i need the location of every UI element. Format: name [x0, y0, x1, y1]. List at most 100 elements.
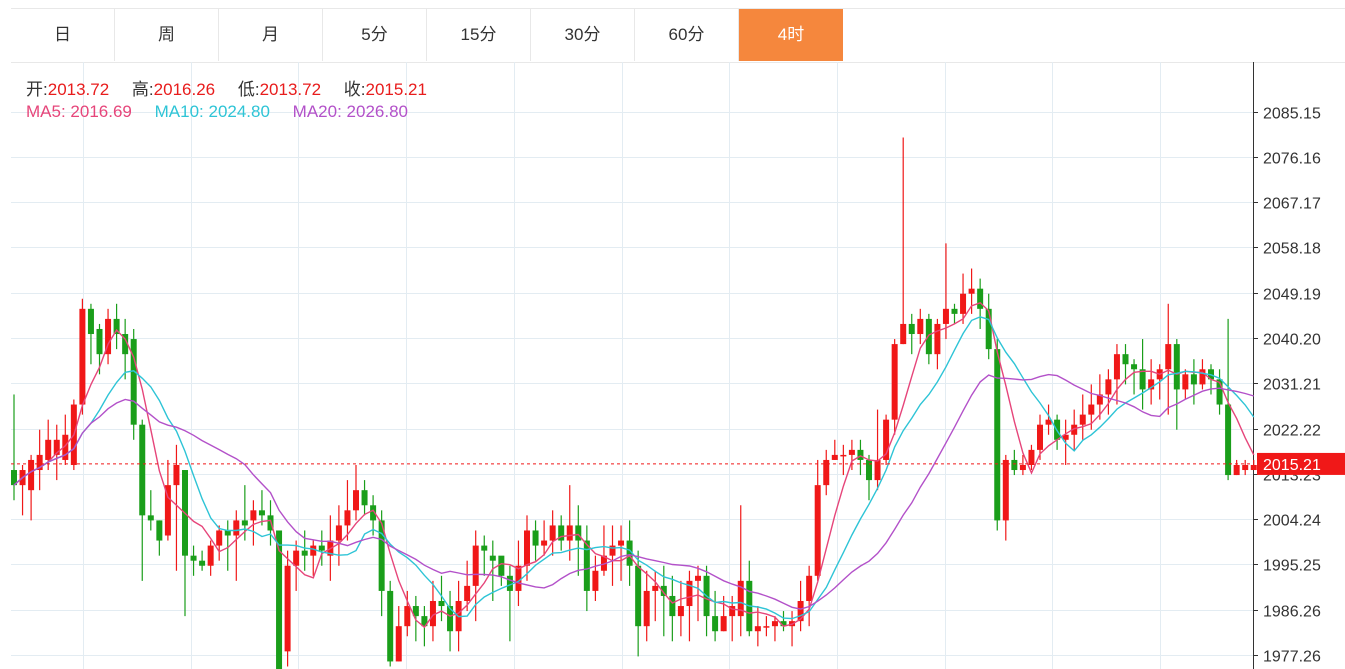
candle-up	[1096, 394, 1103, 405]
candle-up	[720, 616, 727, 632]
candle-up	[344, 510, 351, 526]
candle-down	[977, 288, 984, 309]
candle-up	[891, 344, 898, 420]
candle-up	[28, 459, 35, 491]
tab-week[interactable]: 周	[115, 9, 219, 61]
candle-up	[1045, 419, 1052, 425]
candle-down	[532, 530, 539, 546]
tab-day[interactable]: 日	[11, 9, 115, 61]
candle-up	[524, 530, 530, 566]
ma20-readout: MA20: 2026.80	[293, 102, 408, 121]
candle-up	[592, 570, 599, 591]
ma5-readout: MA5: 2016.69	[26, 102, 132, 121]
candle-down	[1011, 459, 1018, 471]
candle-up	[250, 510, 257, 521]
candle-up	[1199, 369, 1206, 385]
tab-4hour[interactable]: 4时	[739, 9, 843, 61]
candle-down	[224, 530, 231, 536]
candle-down	[447, 606, 454, 632]
candle-up	[1028, 449, 1035, 465]
candle-up	[831, 454, 838, 460]
candle-up	[472, 545, 479, 586]
candle-up	[293, 550, 300, 566]
candle-up	[968, 288, 975, 294]
candle-down	[1122, 354, 1129, 365]
candle-down	[387, 590, 394, 662]
ma-readout: MA5: 2016.69 MA10: 2024.80 MA20: 2026.80	[26, 102, 408, 122]
tab-30min[interactable]: 30分	[531, 9, 635, 61]
candle-down	[908, 323, 915, 335]
y-tick-label: 2031.21	[1263, 377, 1321, 394]
current-price-label: 2015.21	[1263, 457, 1321, 474]
candle-up	[541, 540, 548, 546]
candle-up	[1182, 374, 1189, 390]
y-tick-label: 1977.26	[1263, 649, 1321, 666]
y-tick-label: 1986.26	[1263, 604, 1321, 621]
candle-up	[566, 525, 573, 541]
candle-up	[105, 318, 112, 355]
low-value: 2013.72	[259, 80, 322, 99]
candle-up	[173, 464, 180, 486]
candle-up	[1250, 464, 1257, 471]
candle-down	[318, 545, 325, 551]
candle-up	[1242, 464, 1249, 471]
candle-down	[438, 600, 445, 607]
candle-down	[361, 490, 368, 506]
candle-up	[900, 323, 907, 345]
candle-down	[498, 555, 505, 576]
tab-5min[interactable]: 5分	[323, 9, 427, 61]
candle-up	[284, 565, 291, 652]
candle-down	[378, 520, 385, 591]
candle-down	[506, 575, 513, 591]
candle-up	[797, 600, 804, 622]
candle-up	[840, 454, 847, 457]
candle-up	[36, 454, 43, 471]
close-value: 2015.21	[365, 80, 427, 99]
candle-down	[1173, 344, 1180, 390]
candle-down	[1139, 369, 1146, 390]
candle-down	[669, 595, 676, 617]
candle-up	[464, 585, 471, 601]
current-price-tag	[1257, 452, 1345, 475]
candle-up	[353, 490, 359, 511]
candle-up	[942, 308, 949, 324]
candle-down	[122, 334, 129, 355]
candle-up	[310, 545, 317, 556]
tab-15min[interactable]: 15分	[427, 9, 531, 61]
y-tick-label: 1995.25	[1263, 558, 1321, 575]
candle-up	[53, 439, 60, 455]
candle-up	[609, 545, 616, 556]
candle-down	[558, 525, 565, 541]
ma5-value: 2016.69	[70, 102, 132, 121]
candle-down	[635, 565, 642, 627]
y-tick-label: 2058.18	[1263, 241, 1321, 258]
ma20-line	[13, 373, 1254, 610]
tab-60min[interactable]: 60分	[635, 9, 739, 61]
tab-month[interactable]: 月	[219, 9, 323, 61]
candle-down	[780, 621, 787, 627]
y-tick-label: 2004.24	[1263, 513, 1321, 530]
candle-up	[729, 606, 736, 617]
candle-down	[156, 520, 163, 541]
candle-up	[1062, 434, 1069, 440]
candle-down	[241, 520, 248, 526]
candle-up	[216, 530, 223, 546]
candle-up	[1113, 354, 1120, 380]
candle-down	[712, 616, 719, 632]
candle-down	[1131, 364, 1138, 370]
candle-down	[1216, 379, 1223, 405]
candle-down	[276, 530, 283, 669]
candle-up	[1002, 459, 1009, 521]
ohlc-readout: 开:2013.72 高:2016.26 低:2013.72 收:2015.21	[26, 75, 445, 100]
candle-down	[925, 318, 932, 355]
candle-down	[1190, 374, 1197, 385]
ma20-value: 2026.80	[346, 102, 408, 121]
candle-up	[79, 308, 86, 405]
candle-up	[395, 626, 402, 662]
candle-up	[618, 540, 625, 546]
candle-down	[626, 540, 633, 566]
candle-up	[1105, 379, 1112, 395]
y-tick-label: 2085.15	[1263, 106, 1321, 123]
candle-up	[677, 606, 684, 617]
